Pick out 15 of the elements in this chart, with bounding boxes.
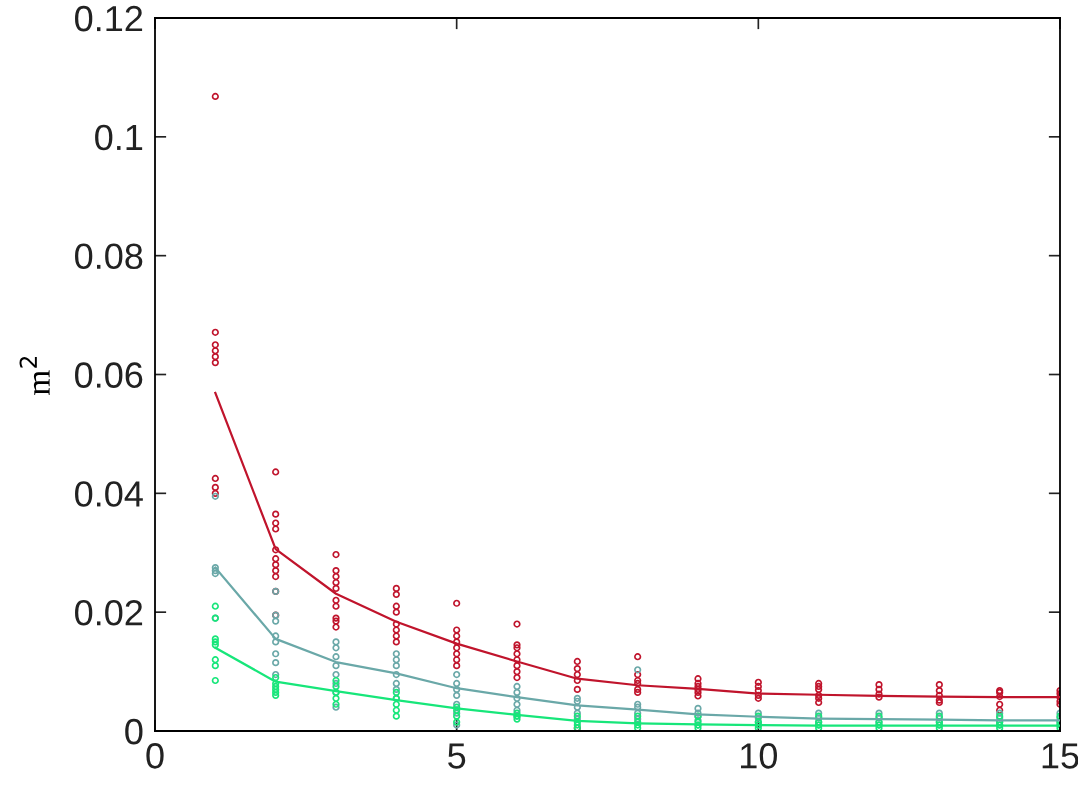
y-tick-label: 0	[125, 718, 143, 745]
x-tick-label: 10	[741, 743, 778, 769]
line-series	[214, 646, 1060, 727]
y-tick-label: 0.02	[75, 600, 143, 626]
line-series	[214, 391, 1060, 699]
x-tick-label: 0	[146, 743, 164, 769]
y-tick-label: 0.1	[95, 124, 143, 151]
x-tick-label: 5	[448, 743, 466, 769]
y-axis-title: m$^{2}$	[19, 356, 50, 395]
y-tick-label: 0.12	[75, 5, 143, 32]
y-tick-label: 0.08	[75, 243, 143, 270]
y-tick-label: 0.06	[75, 362, 143, 388]
line-series	[214, 566, 1060, 722]
y-tick-label: 0.04	[75, 481, 143, 507]
x-tick-label: 15	[1042, 743, 1078, 769]
